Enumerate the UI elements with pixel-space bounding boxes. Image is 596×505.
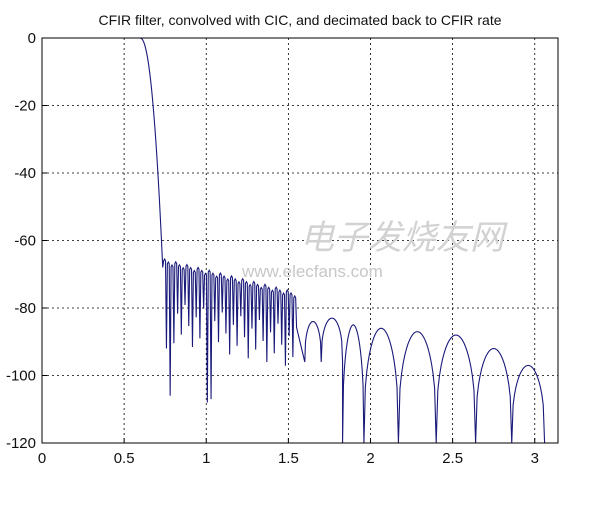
- y-tick-label: -60: [14, 233, 36, 250]
- x-tick-label: 1: [202, 450, 210, 467]
- x-tick-label: 2.5: [442, 450, 463, 467]
- watermark-url-text: www.elecfans.com: [241, 262, 383, 281]
- y-tick-label: -80: [14, 300, 36, 317]
- y-tick-label: -120: [6, 435, 36, 452]
- chart-title: CFIR filter, convolved with CIC, and dec…: [98, 12, 501, 28]
- watermark-chinese-text: 电子发烧友网: [300, 218, 508, 258]
- x-tick-label: 3: [531, 450, 539, 467]
- x-tick-label: 2: [366, 450, 374, 467]
- x-tick-label: 0.5: [114, 450, 135, 467]
- y-tick-label: -40: [14, 165, 36, 182]
- x-tick-label: 1.5: [278, 450, 299, 467]
- x-tick-label: 0: [38, 450, 46, 467]
- y-tick-label: -20: [14, 98, 36, 115]
- y-tick-label: 0: [28, 30, 36, 47]
- y-tick-label: -100: [6, 368, 36, 385]
- watermark: 电子发烧友网 www.elecfans.com: [241, 218, 508, 281]
- axis-ticks: 0 0.5 1 1.5 2 2.5 3 0 -20 -40 -60 -80 -100 -120: [6, 30, 539, 467]
- series-line: [42, 37, 546, 444]
